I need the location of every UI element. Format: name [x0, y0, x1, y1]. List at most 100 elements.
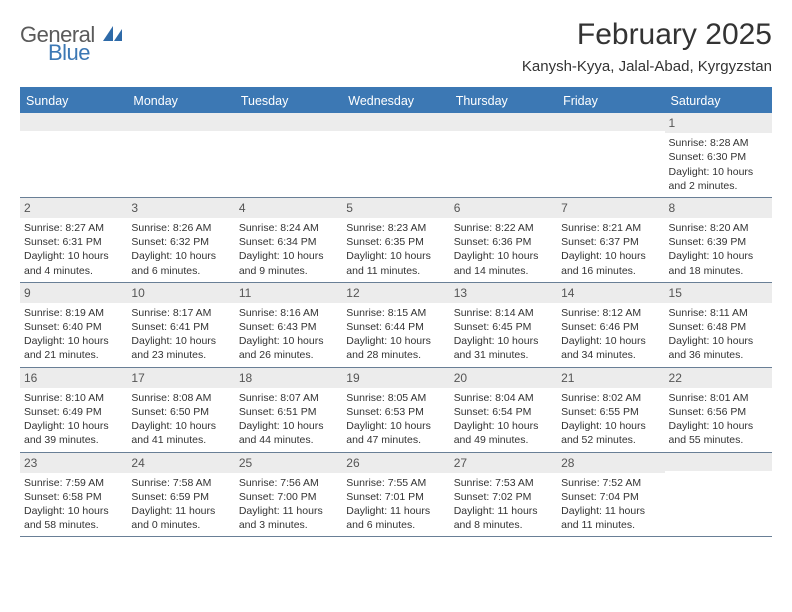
sunrise-text: Sunrise: 8:22 AM: [454, 221, 553, 235]
day-number: 3: [127, 198, 234, 218]
sunset-text: Sunset: 6:55 PM: [561, 405, 660, 419]
sunset-text: Sunset: 6:34 PM: [239, 235, 338, 249]
day-body: Sunrise: 8:12 AMSunset: 6:46 PMDaylight:…: [557, 303, 664, 367]
day-number: [665, 453, 772, 471]
daylight-text: Daylight: 10 hours and 52 minutes.: [561, 419, 660, 447]
day-body: Sunrise: 8:24 AMSunset: 6:34 PMDaylight:…: [235, 218, 342, 282]
sunset-text: Sunset: 6:58 PM: [24, 490, 123, 504]
sunset-text: Sunset: 6:31 PM: [24, 235, 123, 249]
day-number: 9: [20, 283, 127, 303]
daylight-text: Daylight: 11 hours and 6 minutes.: [346, 504, 445, 532]
day-body: Sunrise: 7:56 AMSunset: 7:00 PMDaylight:…: [235, 473, 342, 537]
sunrise-text: Sunrise: 8:02 AM: [561, 391, 660, 405]
sunset-text: Sunset: 6:45 PM: [454, 320, 553, 334]
sunrise-text: Sunrise: 7:55 AM: [346, 476, 445, 490]
day-number: [235, 113, 342, 131]
daylight-text: Daylight: 10 hours and 47 minutes.: [346, 419, 445, 447]
day-number: 16: [20, 368, 127, 388]
day-number: 21: [557, 368, 664, 388]
sunrise-text: Sunrise: 8:14 AM: [454, 306, 553, 320]
day-number: 15: [665, 283, 772, 303]
sunrise-text: Sunrise: 8:11 AM: [669, 306, 768, 320]
day-cell: 17Sunrise: 8:08 AMSunset: 6:50 PMDayligh…: [127, 368, 234, 452]
day-number: 1: [665, 113, 772, 133]
daylight-text: Daylight: 10 hours and 4 minutes.: [24, 249, 123, 277]
sunrise-text: Sunrise: 8:28 AM: [669, 136, 768, 150]
day-number: 25: [235, 453, 342, 473]
day-cell: [342, 113, 449, 197]
sunset-text: Sunset: 6:30 PM: [669, 150, 768, 164]
day-body: [450, 131, 557, 193]
daylight-text: Daylight: 10 hours and 11 minutes.: [346, 249, 445, 277]
sunset-text: Sunset: 6:37 PM: [561, 235, 660, 249]
day-cell: 28Sunrise: 7:52 AMSunset: 7:04 PMDayligh…: [557, 453, 664, 537]
sunrise-text: Sunrise: 8:15 AM: [346, 306, 445, 320]
sunrise-text: Sunrise: 8:16 AM: [239, 306, 338, 320]
daylight-text: Daylight: 10 hours and 26 minutes.: [239, 334, 338, 362]
day-number: 23: [20, 453, 127, 473]
sunrise-text: Sunrise: 8:19 AM: [24, 306, 123, 320]
sunset-text: Sunset: 6:35 PM: [346, 235, 445, 249]
sunrise-text: Sunrise: 8:24 AM: [239, 221, 338, 235]
sunrise-text: Sunrise: 8:26 AM: [131, 221, 230, 235]
day-cell: 7Sunrise: 8:21 AMSunset: 6:37 PMDaylight…: [557, 198, 664, 282]
daylight-text: Daylight: 10 hours and 16 minutes.: [561, 249, 660, 277]
daylight-text: Daylight: 10 hours and 49 minutes.: [454, 419, 553, 447]
day-body: [557, 131, 664, 193]
day-cell: 18Sunrise: 8:07 AMSunset: 6:51 PMDayligh…: [235, 368, 342, 452]
day-body: [665, 471, 772, 533]
dow-thursday: Thursday: [450, 89, 557, 113]
day-cell: 14Sunrise: 8:12 AMSunset: 6:46 PMDayligh…: [557, 283, 664, 367]
sunrise-text: Sunrise: 8:27 AM: [24, 221, 123, 235]
day-number: 4: [235, 198, 342, 218]
daylight-text: Daylight: 10 hours and 23 minutes.: [131, 334, 230, 362]
sunset-text: Sunset: 6:32 PM: [131, 235, 230, 249]
day-body: Sunrise: 8:07 AMSunset: 6:51 PMDaylight:…: [235, 388, 342, 452]
dow-saturday: Saturday: [665, 89, 772, 113]
sunrise-text: Sunrise: 8:01 AM: [669, 391, 768, 405]
sunrise-text: Sunrise: 8:07 AM: [239, 391, 338, 405]
sunrise-text: Sunrise: 8:12 AM: [561, 306, 660, 320]
dow-friday: Friday: [557, 89, 664, 113]
day-cell: 8Sunrise: 8:20 AMSunset: 6:39 PMDaylight…: [665, 198, 772, 282]
daylight-text: Daylight: 10 hours and 41 minutes.: [131, 419, 230, 447]
day-cell: 9Sunrise: 8:19 AMSunset: 6:40 PMDaylight…: [20, 283, 127, 367]
daylight-text: Daylight: 11 hours and 11 minutes.: [561, 504, 660, 532]
calendar-grid: Sunday Monday Tuesday Wednesday Thursday…: [20, 87, 772, 537]
daylight-text: Daylight: 11 hours and 3 minutes.: [239, 504, 338, 532]
day-body: Sunrise: 8:05 AMSunset: 6:53 PMDaylight:…: [342, 388, 449, 452]
day-body: Sunrise: 8:16 AMSunset: 6:43 PMDaylight:…: [235, 303, 342, 367]
day-cell: 21Sunrise: 8:02 AMSunset: 6:55 PMDayligh…: [557, 368, 664, 452]
daylight-text: Daylight: 10 hours and 14 minutes.: [454, 249, 553, 277]
day-body: Sunrise: 8:02 AMSunset: 6:55 PMDaylight:…: [557, 388, 664, 452]
day-cell: 11Sunrise: 8:16 AMSunset: 6:43 PMDayligh…: [235, 283, 342, 367]
day-body: Sunrise: 8:20 AMSunset: 6:39 PMDaylight:…: [665, 218, 772, 282]
week-row: 16Sunrise: 8:10 AMSunset: 6:49 PMDayligh…: [20, 368, 772, 453]
day-number: 8: [665, 198, 772, 218]
day-number: 6: [450, 198, 557, 218]
day-body: Sunrise: 7:58 AMSunset: 6:59 PMDaylight:…: [127, 473, 234, 537]
sunset-text: Sunset: 6:53 PM: [346, 405, 445, 419]
day-cell: [665, 453, 772, 537]
day-body: Sunrise: 8:28 AMSunset: 6:30 PMDaylight:…: [665, 133, 772, 197]
day-cell: [557, 113, 664, 197]
day-cell: 16Sunrise: 8:10 AMSunset: 6:49 PMDayligh…: [20, 368, 127, 452]
day-body: Sunrise: 7:52 AMSunset: 7:04 PMDaylight:…: [557, 473, 664, 537]
day-cell: 25Sunrise: 7:56 AMSunset: 7:00 PMDayligh…: [235, 453, 342, 537]
day-body: Sunrise: 8:11 AMSunset: 6:48 PMDaylight:…: [665, 303, 772, 367]
sunset-text: Sunset: 7:00 PM: [239, 490, 338, 504]
day-cell: 13Sunrise: 8:14 AMSunset: 6:45 PMDayligh…: [450, 283, 557, 367]
day-body: Sunrise: 7:53 AMSunset: 7:02 PMDaylight:…: [450, 473, 557, 537]
day-number: 26: [342, 453, 449, 473]
day-number: [342, 113, 449, 131]
sunrise-text: Sunrise: 8:05 AM: [346, 391, 445, 405]
day-cell: 12Sunrise: 8:15 AMSunset: 6:44 PMDayligh…: [342, 283, 449, 367]
day-cell: [235, 113, 342, 197]
sunset-text: Sunset: 6:59 PM: [131, 490, 230, 504]
sunset-text: Sunset: 6:40 PM: [24, 320, 123, 334]
day-number: [557, 113, 664, 131]
sunset-text: Sunset: 6:51 PM: [239, 405, 338, 419]
weeks-container: 1Sunrise: 8:28 AMSunset: 6:30 PMDaylight…: [20, 113, 772, 537]
day-number: 12: [342, 283, 449, 303]
day-body: [20, 131, 127, 193]
